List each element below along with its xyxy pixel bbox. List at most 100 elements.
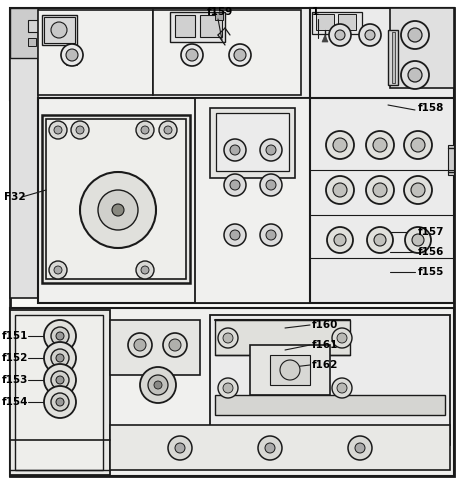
- Bar: [389, 8, 453, 88]
- Circle shape: [265, 145, 275, 155]
- Circle shape: [44, 320, 76, 352]
- Bar: [214, 395, 444, 415]
- Bar: [110, 425, 449, 470]
- Circle shape: [51, 371, 69, 389]
- Bar: [110, 320, 200, 375]
- Polygon shape: [321, 35, 327, 42]
- Bar: [337, 14, 355, 30]
- Circle shape: [181, 44, 203, 66]
- Bar: [46, 119, 186, 279]
- Text: 1: 1: [311, 7, 319, 17]
- Bar: [216, 113, 288, 171]
- Circle shape: [51, 327, 69, 345]
- Circle shape: [411, 234, 423, 246]
- Circle shape: [347, 436, 371, 460]
- Circle shape: [175, 443, 185, 453]
- Text: f161: f161: [311, 340, 338, 350]
- Circle shape: [354, 443, 364, 453]
- Circle shape: [51, 393, 69, 411]
- Circle shape: [44, 386, 76, 418]
- Bar: [311, 12, 361, 34]
- Circle shape: [66, 49, 78, 61]
- Circle shape: [403, 176, 431, 204]
- Circle shape: [51, 349, 69, 367]
- Circle shape: [98, 190, 138, 230]
- Bar: [10, 308, 453, 476]
- Text: f159: f159: [206, 7, 233, 17]
- Circle shape: [168, 436, 192, 460]
- Bar: [169, 12, 225, 42]
- Bar: [214, 12, 223, 20]
- Circle shape: [223, 383, 232, 393]
- Circle shape: [372, 138, 386, 152]
- Circle shape: [410, 138, 424, 152]
- Circle shape: [332, 138, 346, 152]
- Circle shape: [230, 230, 239, 240]
- Circle shape: [56, 398, 64, 406]
- Circle shape: [332, 183, 346, 197]
- Circle shape: [223, 333, 232, 343]
- Circle shape: [259, 224, 282, 246]
- Text: f160: f160: [311, 320, 338, 330]
- Circle shape: [163, 126, 172, 134]
- Bar: [10, 8, 38, 298]
- Circle shape: [400, 21, 428, 49]
- Circle shape: [410, 183, 424, 197]
- Circle shape: [141, 266, 149, 274]
- Text: f157: f157: [417, 227, 444, 237]
- Circle shape: [325, 176, 353, 204]
- Circle shape: [159, 121, 176, 139]
- Bar: [38, 10, 153, 95]
- Circle shape: [365, 131, 393, 159]
- Circle shape: [49, 121, 67, 139]
- Bar: [38, 98, 307, 303]
- Circle shape: [224, 174, 245, 196]
- Circle shape: [230, 145, 239, 155]
- Circle shape: [56, 332, 64, 340]
- Circle shape: [336, 383, 346, 393]
- Circle shape: [407, 68, 421, 82]
- Text: f155: f155: [417, 267, 444, 277]
- Circle shape: [373, 234, 385, 246]
- Circle shape: [112, 204, 124, 216]
- Circle shape: [333, 234, 345, 246]
- Circle shape: [56, 376, 64, 384]
- Bar: [200, 15, 221, 37]
- Circle shape: [54, 266, 62, 274]
- Circle shape: [186, 49, 198, 61]
- Bar: [15, 315, 103, 470]
- Text: f151: f151: [2, 331, 28, 341]
- Circle shape: [54, 126, 62, 134]
- Circle shape: [325, 131, 353, 159]
- Bar: [250, 345, 329, 395]
- Circle shape: [400, 61, 428, 89]
- Circle shape: [218, 328, 238, 348]
- Bar: [391, 32, 394, 83]
- Circle shape: [169, 339, 181, 351]
- Circle shape: [404, 227, 430, 253]
- Bar: [10, 310, 110, 475]
- Circle shape: [265, 180, 275, 190]
- Text: f152: f152: [2, 353, 28, 363]
- Circle shape: [44, 342, 76, 374]
- Circle shape: [141, 126, 149, 134]
- Bar: [153, 10, 300, 95]
- Circle shape: [163, 333, 187, 357]
- Text: f154: f154: [2, 397, 28, 407]
- Circle shape: [136, 121, 154, 139]
- Circle shape: [61, 44, 83, 66]
- Circle shape: [407, 28, 421, 42]
- Text: f153: f153: [2, 375, 28, 385]
- Circle shape: [71, 121, 89, 139]
- Circle shape: [336, 333, 346, 343]
- Bar: [42, 115, 189, 283]
- Circle shape: [326, 227, 352, 253]
- Circle shape: [372, 183, 386, 197]
- Bar: [309, 98, 453, 303]
- Circle shape: [154, 381, 162, 389]
- Circle shape: [80, 172, 156, 248]
- Bar: [210, 108, 294, 178]
- Circle shape: [259, 139, 282, 161]
- Bar: [175, 15, 194, 37]
- Bar: [214, 320, 349, 355]
